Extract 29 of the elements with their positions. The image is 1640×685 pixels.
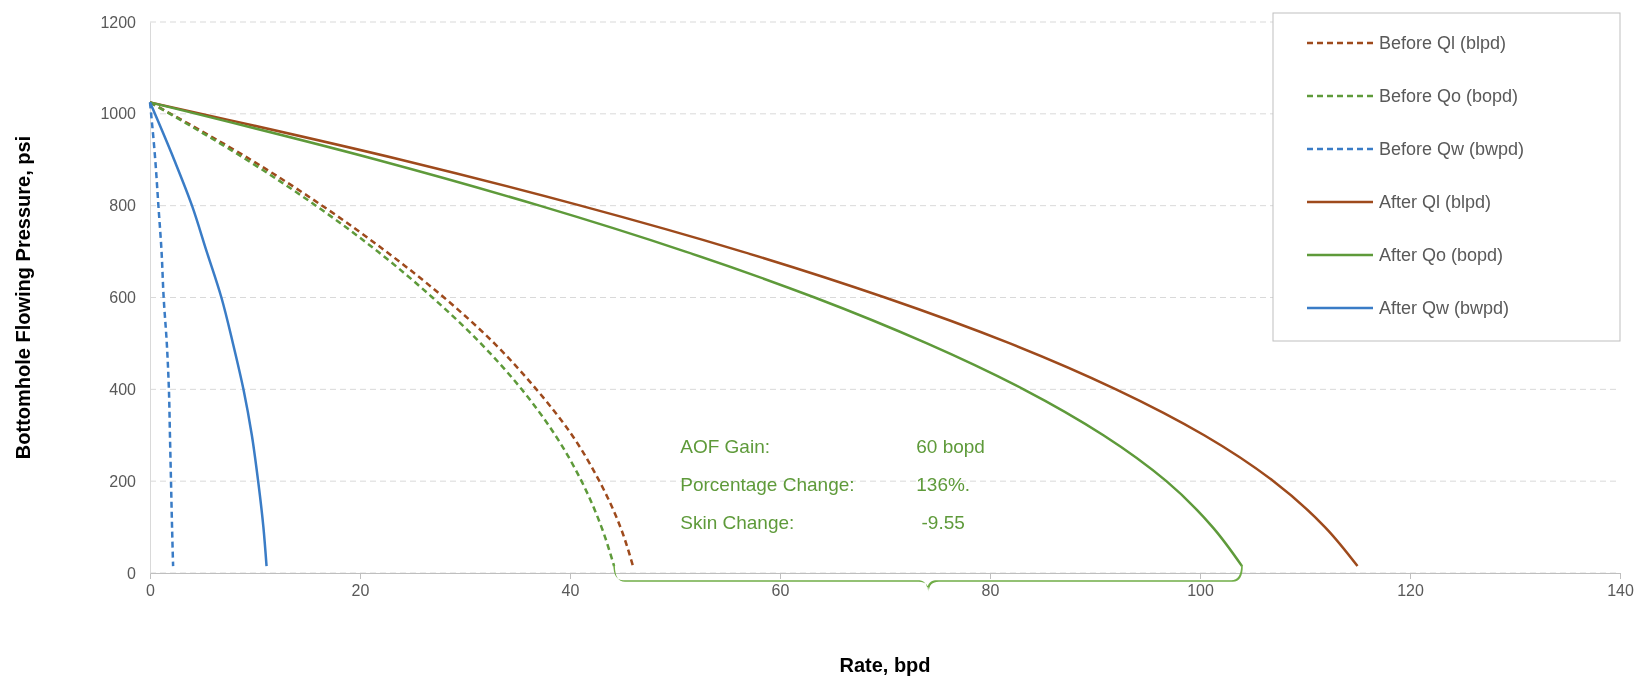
y-tick-label: 400 [109, 380, 137, 398]
y-tick-label: 0 [127, 564, 137, 582]
y-tick-label: 1000 [100, 105, 137, 123]
annotation: Skin Change: [680, 512, 795, 533]
x-tick-label: 20 [351, 582, 370, 600]
y-tick-label: 800 [109, 197, 137, 215]
legend-label: Before Ql (blpd) [1379, 33, 1507, 53]
legend-label: Before Qw (bwpd) [1379, 139, 1525, 159]
x-tick-label: 60 [771, 582, 790, 600]
x-tick-label: 0 [146, 582, 156, 600]
x-tick-label: 80 [981, 582, 1000, 600]
annotation: Porcentage Change: [680, 474, 855, 495]
y-tick-label: 600 [109, 289, 137, 307]
x-tick-label: 40 [561, 582, 580, 600]
annotation: 60 bopd [916, 436, 985, 457]
y-tick-label: 200 [109, 472, 137, 490]
x-tick-label: 140 [1607, 582, 1634, 600]
x-tick-label: 100 [1187, 582, 1214, 600]
legend-label: After Qo (bopd) [1379, 245, 1504, 265]
annotation: 136%. [916, 474, 971, 495]
annotation: -9.55 [916, 512, 965, 533]
legend-label: After Ql (blpd) [1379, 192, 1492, 212]
x-axis-title: Rate, bpd [839, 654, 931, 676]
legend-label: After Qw (bwpd) [1379, 298, 1510, 318]
x-tick-label: 120 [1397, 582, 1424, 600]
legend-label: Before Qo (bopd) [1379, 86, 1519, 106]
y-axis-title: Bottomhole Flowing Pressure, psi [12, 135, 34, 460]
y-tick-label: 1200 [100, 13, 137, 31]
annotation: AOF Gain: [680, 436, 770, 457]
